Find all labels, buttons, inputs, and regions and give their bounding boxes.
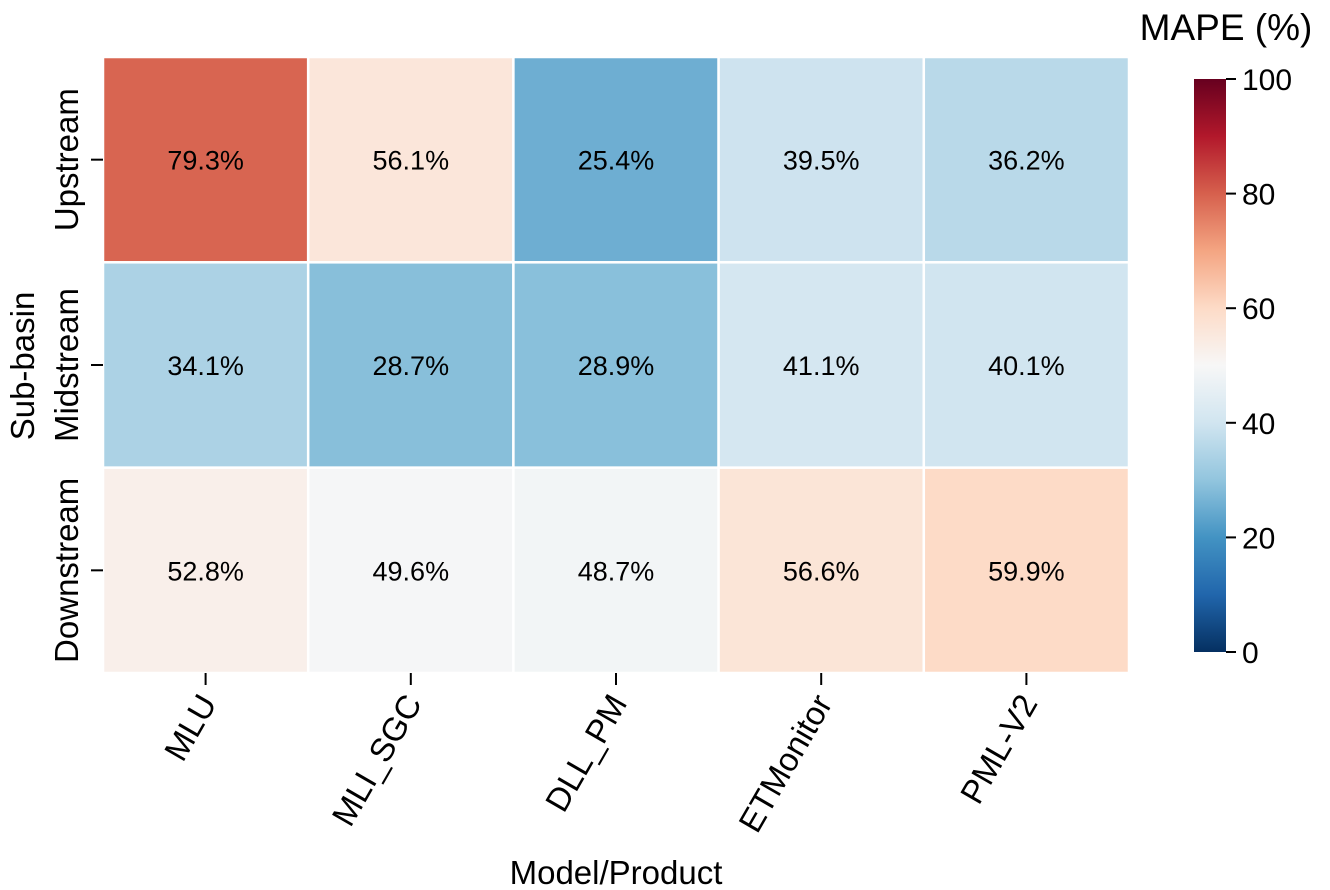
heatmap-cell-labels: 79.3% 56.1% 25.4% 39.5% 36.2% 34.1% 28.7% 28.9%… (167, 146, 1064, 587)
colorbar-tick-label: 40 (1242, 408, 1275, 441)
colorbar-tick-label: 100 (1242, 64, 1292, 97)
colorbar-tick-label: 60 (1242, 293, 1275, 326)
heatmap-cell (717, 55, 926, 264)
y-tick-label: Midstream (48, 288, 85, 442)
x-tick-label: MLU (157, 688, 224, 767)
cell-value-label: 52.8% (167, 556, 244, 586)
cell-value-label: 49.6% (373, 556, 450, 586)
cell-value-label: 28.9% (578, 351, 655, 381)
cell-value-label: 56.6% (783, 556, 860, 586)
cell-value-label: 28.7% (373, 351, 450, 381)
cell-value-label: 79.3% (167, 146, 244, 176)
heatmap-cell (922, 466, 1131, 675)
cell-value-label: 40.1% (988, 351, 1065, 381)
heatmap-cell (306, 55, 515, 264)
y-axis-label: Sub-basin (4, 292, 41, 441)
cell-value-label: 36.2% (988, 146, 1065, 176)
heatmap-cell (512, 466, 720, 675)
y-axis: Upstream Midstream Downstream (48, 88, 103, 663)
cell-value-label: 25.4% (578, 146, 655, 176)
y-tick-label: Downstream (48, 478, 85, 663)
cell-value-label: 48.7% (578, 556, 655, 586)
heatmap-cell (306, 466, 515, 675)
x-tick-label: DLL_PM (538, 688, 634, 818)
heatmap-cell (101, 55, 310, 264)
x-tick-label: ETMonitor (731, 688, 839, 838)
heatmap-cell (512, 55, 720, 264)
cell-value-label: 34.1% (167, 351, 244, 381)
colorbar-label: MAPE (%) (1140, 7, 1313, 48)
heatmap-cells (101, 55, 1131, 675)
x-tick-label: PML-V2 (953, 688, 1045, 810)
colorbar-tick-label: 80 (1242, 179, 1275, 212)
cell-value-label: 56.1% (373, 146, 450, 176)
colorbar: MAPE (%) 0 20 40 60 80 100 (1140, 7, 1313, 670)
colorbar-tick-label: 20 (1242, 522, 1275, 555)
heatmap-cell (922, 55, 1131, 264)
heatmap-cell (717, 466, 926, 675)
y-tick-label: Upstream (48, 88, 85, 231)
x-axis: MLU MLI_SGC DLL_PM ETMonitor PML-V2 (157, 673, 1045, 838)
heatmap-cell (101, 261, 310, 469)
cell-value-label: 41.1% (783, 351, 860, 381)
x-axis-label: Model/Product (510, 854, 723, 890)
heatmap-cell (512, 261, 720, 469)
colorbar-gradient (1194, 79, 1226, 652)
x-tick-label: MLI_SGC (324, 688, 428, 832)
cell-value-label: 39.5% (783, 146, 860, 176)
heatmap-cell (922, 261, 1131, 469)
cell-value-label: 59.9% (988, 556, 1065, 586)
colorbar-tick-label: 0 (1242, 637, 1259, 670)
